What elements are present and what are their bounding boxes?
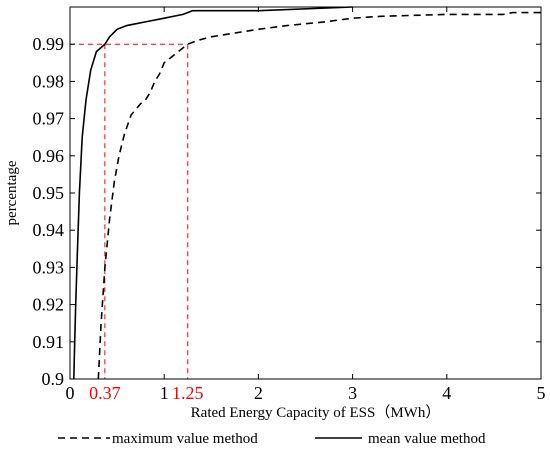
y-tick-label-4: 0.94 bbox=[33, 220, 65, 240]
y-tick-label-1: 0.91 bbox=[33, 332, 65, 352]
x-tick-label-0: 0 bbox=[66, 383, 75, 403]
legend: maximum value method mean value method bbox=[58, 431, 486, 447]
x-axis-label: Rated Energy Capacity of ESS（MWh） bbox=[191, 404, 441, 421]
x-tick-label-3: 3 bbox=[348, 383, 357, 403]
series-line-maximum-value-method bbox=[97, 11, 541, 380]
y-tick-label-2: 0.92 bbox=[33, 295, 65, 315]
series-layer bbox=[73, 6, 541, 380]
annotation-layer: 0.37 1.25 bbox=[89, 383, 203, 403]
legend-label-mean-value-method: mean value method bbox=[368, 431, 486, 447]
y-tick-label-3: 0.93 bbox=[33, 257, 65, 277]
y-tick-label-7: 0.97 bbox=[33, 109, 65, 129]
x-tick-label-1: 1 bbox=[160, 383, 169, 403]
reference-lines bbox=[70, 43, 189, 379]
y-tick-label-9: 0.99 bbox=[33, 34, 65, 54]
x-tick-label-2: 2 bbox=[254, 383, 263, 403]
y-tick-label-0: 0.9 bbox=[42, 369, 65, 389]
annotation-label-1: 1.25 bbox=[172, 383, 204, 403]
y-tick-label-8: 0.98 bbox=[33, 71, 65, 91]
legend-label-maximum-value-method: maximum value method bbox=[112, 431, 258, 447]
series-line-mean-value-method bbox=[73, 6, 353, 380]
ticks-layer: 0 1 2 3 4 5 0.9 0.91 0.92 0.93 0.94 0.95 0.96 0.97 0.9… bbox=[33, 7, 546, 403]
x-tick-label-5: 5 bbox=[537, 383, 546, 403]
y-axis-label: percentage bbox=[4, 160, 20, 225]
annotation-label-0: 0.37 bbox=[89, 383, 121, 403]
y-tick-label-6: 0.96 bbox=[33, 146, 65, 166]
y-tick-label-5: 0.95 bbox=[33, 183, 65, 203]
plot-frame bbox=[69, 6, 542, 380]
x-tick-label-4: 4 bbox=[442, 383, 451, 403]
